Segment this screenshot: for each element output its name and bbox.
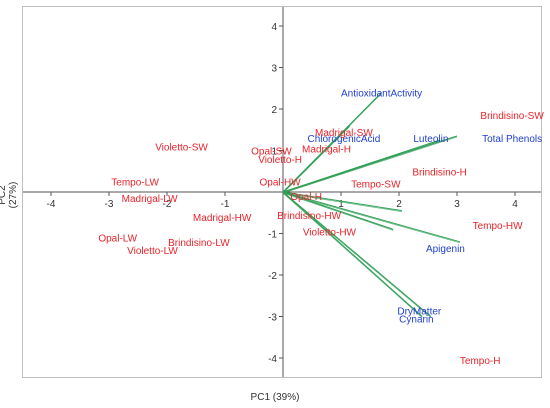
variable-label: ChlorogenicAcid (307, 134, 380, 145)
x-tick-label: -4 (47, 199, 56, 210)
sample-label: Violetto-HW (303, 227, 357, 238)
x-tick-label: -2 (163, 199, 172, 210)
loading-vector (282, 126, 350, 194)
sample-label: Tempo-HW (473, 221, 524, 232)
sample-label: Opal-H (290, 192, 322, 203)
y-tick-label: -4 (268, 354, 277, 365)
loading-vector (282, 191, 432, 317)
loading-vector (282, 140, 440, 194)
y-tick-label: -1 (268, 230, 277, 241)
loading-vector (282, 125, 351, 193)
variable-label: Total Phenols (482, 134, 542, 145)
sample-label: Opal-SW (251, 147, 292, 158)
sample-label: Brindisino-HW (277, 211, 341, 222)
sample-label: Madrigal-LW (122, 194, 178, 205)
y-tick-label: 1 (271, 147, 277, 158)
variable-label: DryMatter (397, 306, 442, 317)
loading-vector (282, 191, 423, 317)
x-tick-label: 2 (396, 199, 402, 210)
loading-vector (282, 192, 402, 213)
sample-label: Madrigal-HW (193, 213, 252, 224)
x-tick-label: 4 (512, 199, 518, 210)
sample-label: Brindisino-SW (480, 111, 544, 122)
x-tick-label: 1 (338, 199, 344, 210)
loading-vector (282, 192, 423, 318)
x-tick-label: -1 (221, 199, 230, 210)
x-tick-label: -3 (105, 199, 114, 210)
y-axis-label: PC2 (27%) (0, 181, 19, 209)
loading-vector (282, 192, 460, 244)
sample-label: Brindisino-H (412, 167, 466, 178)
sample-label: Tempo-SW (351, 180, 401, 191)
loading-vector (282, 191, 402, 212)
sample-label: Violetto-LW (127, 246, 178, 257)
y-tick-label: 2 (271, 105, 277, 116)
variable-label: AntioxidantActivity (341, 88, 422, 99)
sample-label: Tempo-LW (111, 178, 159, 189)
sample-label: Madrigal-H (302, 144, 351, 155)
sample-label: Opal-HW (260, 178, 302, 189)
variable-label: Apigenin (426, 244, 465, 255)
loading-vector (282, 139, 440, 193)
plot-frame (22, 6, 542, 378)
y-tick-label: 4 (271, 22, 277, 33)
sample-label: Madrigal-SW (315, 128, 373, 139)
loading-vector (282, 191, 394, 230)
x-tick-label: 3 (454, 199, 460, 210)
loading-vector (282, 192, 394, 231)
sample-label: Brindisino-LW (168, 238, 230, 249)
variable-label: Cynarin (399, 315, 433, 326)
sample-label: Opal-LW (98, 234, 137, 245)
y-tick-label: 3 (271, 64, 277, 75)
y-tick-label: -2 (268, 271, 277, 282)
variable-label: Luteolin (413, 134, 448, 145)
y-tick-label: -3 (268, 313, 277, 324)
loading-vector (282, 191, 461, 243)
sample-label: Violetto-SW (155, 142, 208, 153)
x-axis-label: PC1 (39%) (250, 392, 300, 403)
sample-label: Tempo-H (460, 356, 501, 367)
sample-label: Violetto-H (258, 155, 302, 166)
